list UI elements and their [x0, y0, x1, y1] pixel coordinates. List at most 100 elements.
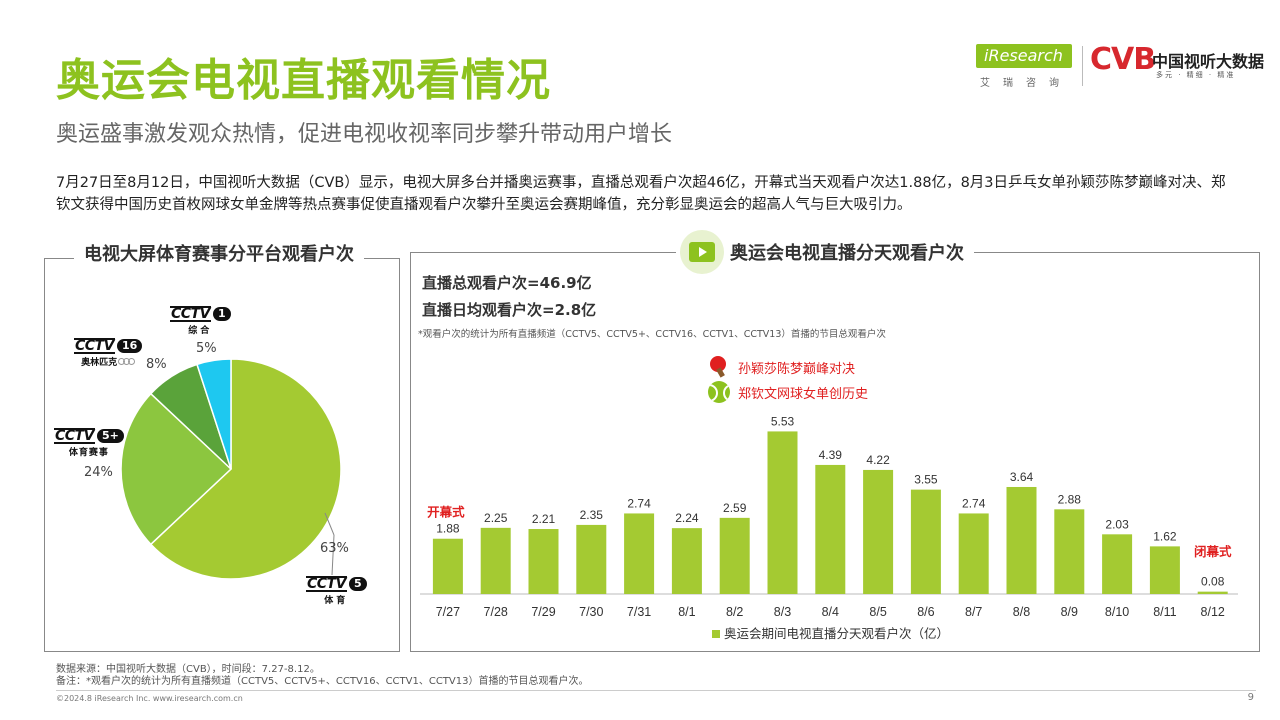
bar-7-27: [432, 538, 463, 594]
bar-8-4: [815, 464, 846, 594]
pie-slice-cctv5: [149, 358, 342, 580]
stat-note: *观看户次的统计为所有直播频道（CCTV5、CCTV5+、CCTV16、CCTV…: [418, 329, 886, 340]
bar-7-28: [480, 527, 511, 594]
value-label-8-6: 3.55: [914, 473, 938, 487]
channel-logo-cctv1: CCTV 1 综合: [170, 306, 231, 336]
tick-label-8-9: 8/9: [1061, 605, 1078, 619]
channel-logo-cctv5plus: CCTV 5+ 体育赛事: [54, 428, 124, 458]
value-label-8-11: 1.62: [1153, 529, 1177, 543]
logo-divider: [1082, 46, 1083, 86]
cctv1-wordmark: CCTV: [170, 306, 211, 322]
bar-8-5: [863, 469, 894, 594]
cctv16-wordmark: CCTV: [74, 338, 115, 354]
tv-icon: [689, 242, 715, 262]
cctv5plus-wordmark: CCTV: [54, 428, 95, 444]
bar-8-3: [767, 431, 798, 594]
bar-8-7: [958, 513, 989, 594]
iresearch-cn-name: 艾瑞咨询: [980, 78, 1072, 89]
bar-7-30: [576, 524, 607, 594]
bar-8-12: [1197, 591, 1228, 594]
pie-label-cctv5: 63%: [320, 541, 349, 556]
cctv5plus-number: 5+: [96, 429, 124, 443]
tick-label-7-27: 7/27: [436, 605, 460, 619]
pie-panel-heading: 电视大屏体育赛事分平台观看户次: [74, 240, 364, 266]
tick-label-8-1: 8/1: [678, 605, 695, 619]
channel-logo-cctv5: CCTV 5 体育: [306, 576, 367, 606]
value-label-7-27: 1.88: [436, 522, 460, 536]
annotation-pingpong-text: 孙颖莎陈梦巅峰对决: [738, 361, 856, 377]
brand-logos: iResearch 艾瑞咨询 CVB 中国视听大数据 多元 · 精细 · 精准: [976, 42, 1266, 92]
value-label-7-29: 2.21: [532, 512, 556, 526]
pie-slice-cctv5plus: [120, 392, 233, 546]
value-label-7-28: 2.25: [484, 511, 508, 525]
tick-label-8-8: 8/8: [1013, 605, 1030, 619]
bar-7-31: [624, 513, 655, 594]
bar-panel-heading: 奥运会电视直播分天观看户次: [676, 228, 974, 276]
tick-label-7-28: 7/28: [484, 605, 508, 619]
tv-circle: [680, 230, 724, 274]
channel-logo-cctv16: CCTV 16 奥林匹克: [74, 338, 143, 368]
page-title: 奥运会电视直播观看情况: [56, 55, 551, 106]
page-number: 9: [1247, 692, 1254, 703]
leader-cctv5-b: [331, 534, 335, 576]
cctv5-wordmark: CCTV: [306, 576, 347, 592]
legend-swatch: [712, 630, 720, 638]
cctv5-subname: 体育: [324, 596, 349, 606]
pingpong-paddle-icon: [708, 356, 730, 378]
tick-label-7-31: 7/31: [627, 605, 651, 619]
tick-label-8-5: 8/5: [869, 605, 886, 619]
tick-label-8-10: 8/10: [1105, 605, 1129, 619]
label-closing: 闭幕式: [1194, 544, 1232, 559]
annotation-pingpong: 孙颖莎陈梦巅峰对决: [708, 356, 855, 378]
label-opening: 开幕式: [427, 505, 465, 520]
bar-8-10: [1102, 534, 1133, 594]
tick-label-8-4: 8/4: [822, 605, 839, 619]
value-label-8-8: 3.64: [1010, 470, 1034, 484]
value-label-8-4: 4.39: [819, 448, 843, 462]
bar-8-6: [910, 489, 941, 594]
value-label-7-31: 2.74: [627, 496, 651, 510]
cctv5plus-subname: 体育赛事: [68, 448, 109, 458]
stat-daily: 直播日均观看户次=2.8亿: [422, 301, 597, 319]
value-label-8-7: 2.74: [962, 496, 986, 510]
bar-8-11: [1149, 546, 1180, 594]
value-label-8-2: 2.59: [723, 501, 747, 515]
cctv1-number: 1: [212, 307, 231, 321]
value-label-8-10: 2.03: [1105, 517, 1129, 531]
value-label-8-1: 2.24: [675, 511, 699, 525]
tick-label-7-29: 7/29: [531, 605, 555, 619]
footer-source: 数据来源：中国视听大数据（CVB），时间段：7.27-8.12。 备注：*观看户…: [56, 664, 589, 688]
page-subtitle: 奥运盛事激发观众热情，促进电视收视率同步攀升带动用户增长: [56, 122, 673, 147]
cctv16-subname: 奥林匹克: [81, 358, 118, 368]
value-label-8-12: 0.08: [1201, 575, 1225, 589]
footer-divider: [56, 690, 1256, 691]
footer-remark-line: 备注：*观看户次的统计为所有直播频道（CCTV5、CCTV5+、CCTV16、C…: [56, 676, 589, 687]
annotation-tennis-text: 郑钦文网球女单创历史: [738, 386, 869, 402]
value-label-8-3: 5.53: [771, 414, 795, 428]
pie-chart: [120, 358, 342, 580]
tick-label-8-11: 8/11: [1153, 605, 1176, 619]
bar-7-29: [528, 529, 559, 594]
bar-panel-heading-text: 奥运会电视直播分天观看户次: [730, 243, 964, 264]
value-label-8-5: 4.22: [866, 453, 890, 467]
value-label-8-9: 2.88: [1058, 492, 1082, 506]
pie-label-cctv1: 5%: [196, 341, 217, 356]
cvb-slogan: 多元 · 精细 · 精准: [1156, 71, 1236, 79]
annotation-tennis: 郑钦文网球女单创历史: [708, 381, 868, 403]
iresearch-logo: iResearch: [976, 44, 1072, 68]
tick-label-8-7: 8/7: [965, 605, 982, 619]
cvb-logo: CVB: [1090, 42, 1156, 77]
tick-label-8-2: 8/2: [726, 605, 743, 619]
stat-total: 直播总观看户次=46.9亿: [422, 274, 592, 292]
footer-copyright: ©2024.8 iResearch Inc. www.iresearch.com…: [56, 694, 243, 703]
cctv1-subname: 综合: [188, 326, 213, 336]
olympic-rings-icon: [118, 357, 136, 365]
intro-paragraph: 7月27日至8月12日，中国视听大数据（CVB）显示，电视大屏多台并播奥运赛事，…: [56, 175, 1226, 213]
pie-label-cctv16: 8%: [146, 357, 167, 372]
bar-8-9: [1054, 509, 1085, 594]
cctv5-number: 5: [348, 577, 367, 591]
footer-source-line: 数据来源：中国视听大数据（CVB），时间段：7.27-8.12。: [56, 664, 320, 675]
legend-label: 奥运会期间电视直播分天观看户次（亿）: [724, 626, 949, 641]
value-label-7-30: 2.35: [580, 508, 604, 522]
bar-8-1: [671, 528, 702, 594]
